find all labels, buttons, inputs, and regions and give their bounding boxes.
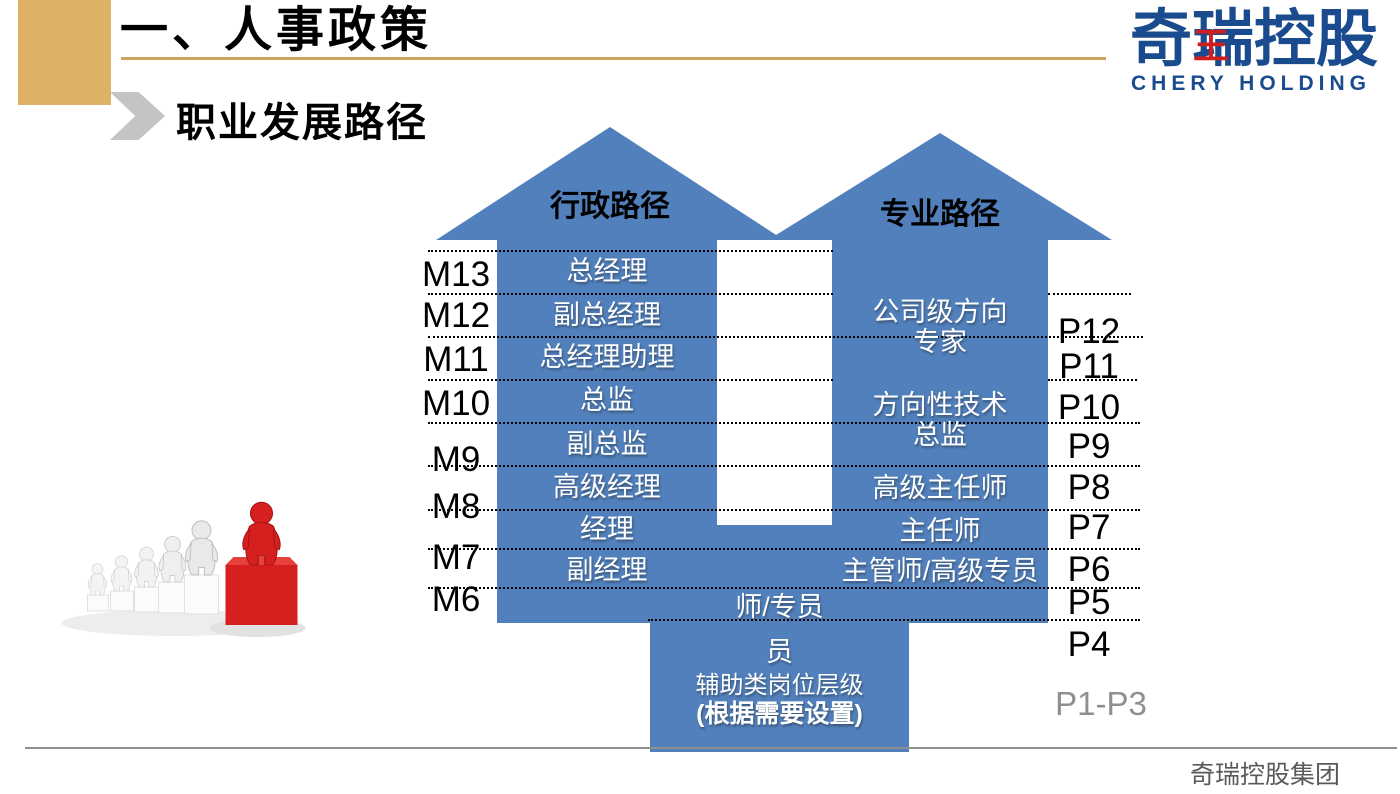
dotted-grid-line — [648, 619, 1140, 621]
white-figure — [134, 546, 159, 588]
pedestal — [87, 594, 109, 612]
page-subtitle: 职业发展路径 — [176, 101, 428, 145]
pro-title-label: 方向性技术 总监 — [832, 390, 1048, 450]
pro-grade-label: P5 — [1067, 583, 1111, 622]
logo-red-accent: 王 — [1193, 25, 1230, 66]
pro-title-line: 方向性技术 — [872, 390, 1008, 420]
dotted-grid-line — [428, 379, 833, 381]
pro-grade-label: P10 — [1057, 388, 1121, 427]
admin-title-label: 高级经理 — [553, 472, 661, 502]
shared-staff-label: 员 — [766, 637, 793, 667]
aux-note-label: (根据需要设置) — [696, 700, 863, 728]
admin-title-label: 副总经理 — [553, 300, 661, 330]
admin-title-label: 总经理 — [566, 256, 648, 286]
pro-title-line: 总监 — [913, 420, 967, 450]
dotted-grid-line — [428, 250, 833, 252]
company-logo-en: CHERY HOLDING — [1131, 72, 1372, 95]
pro-grade-low-label: P1-P3 — [1055, 685, 1147, 722]
admin-arrow-shape — [436, 127, 784, 527]
aux-box-shape — [650, 623, 909, 752]
footer-company-name: 奇瑞控股集团 — [1190, 761, 1341, 789]
pedestal — [158, 581, 188, 614]
pro-path-header: 专业路径 — [880, 198, 1000, 231]
leadership-clipart — [61, 501, 306, 637]
dotted-grid-line — [1048, 293, 1131, 295]
admin-title-label: 副经理 — [566, 555, 648, 585]
pro-grade-label: P8 — [1067, 468, 1111, 507]
admin-path-header: 行政路径 — [550, 190, 670, 223]
pro-title-label: 主管师/高级专员 — [841, 556, 1039, 586]
merged-band-shape — [497, 525, 1048, 623]
pedestal — [134, 586, 160, 613]
dotted-grid-line — [428, 336, 1143, 338]
dotted-grid-line — [428, 587, 1140, 589]
admin-grade-label: M10 — [421, 384, 491, 423]
pro-grade-label: P9 — [1067, 427, 1111, 466]
dotted-grid-line — [428, 293, 833, 295]
pedestal — [184, 574, 219, 615]
pro-grade-label: P11 — [1059, 347, 1119, 386]
admin-title-label: 总监 — [580, 385, 634, 415]
page-title: 一、人事政策 — [120, 4, 433, 57]
dotted-grid-line — [428, 465, 1140, 467]
footer-divider — [25, 747, 1397, 749]
pro-arrow-shape — [768, 133, 1112, 527]
white-figure — [87, 563, 108, 596]
dotted-grid-line — [428, 422, 1140, 424]
red-figure — [242, 501, 281, 566]
aux-level-label: 辅助类岗位层级 — [695, 672, 864, 699]
admin-grade-label: M8 — [431, 487, 481, 526]
red-podium-top — [225, 557, 298, 565]
admin-grade-label: M12 — [421, 296, 491, 335]
dotted-grid-line — [428, 509, 1140, 511]
pro-grade-label: P7 — [1067, 508, 1111, 547]
title-accent-block — [18, 0, 111, 105]
admin-grade-label: M13 — [421, 255, 491, 294]
pro-title-line: 公司级方向 — [872, 297, 1008, 327]
admin-grade-label: M7 — [431, 538, 481, 577]
admin-grade-label: M6 — [431, 580, 481, 619]
admin-title-label: 总经理助理 — [539, 342, 675, 372]
pro-grade-label: P6 — [1067, 550, 1111, 589]
pro-title-label: 高级主任师 — [872, 473, 1008, 503]
pedestal — [110, 590, 134, 612]
admin-title-label: 经理 — [580, 514, 634, 544]
admin-grade-label: M11 — [423, 340, 489, 379]
pro-title-label: 公司级方向 专家 — [832, 297, 1048, 357]
pro-title-line: 专家 — [913, 327, 967, 357]
admin-title-label: 副总监 — [566, 429, 648, 459]
dotted-grid-line — [428, 548, 1140, 550]
pro-grade-label: P4 — [1067, 625, 1111, 664]
shared-specialist-label: 师/专员 — [735, 592, 824, 622]
company-logo-cn: 奇瑞控股 — [1130, 5, 1379, 74]
title-underline — [121, 57, 1106, 60]
pro-grade-label: P12 — [1057, 312, 1121, 351]
white-figure — [158, 536, 187, 583]
red-podium — [225, 565, 298, 625]
admin-grade-label: M9 — [431, 440, 481, 479]
pro-title-label: 主任师 — [899, 516, 981, 546]
dotted-grid-line — [1048, 379, 1137, 381]
white-figure — [110, 555, 133, 592]
white-figure — [184, 520, 219, 576]
